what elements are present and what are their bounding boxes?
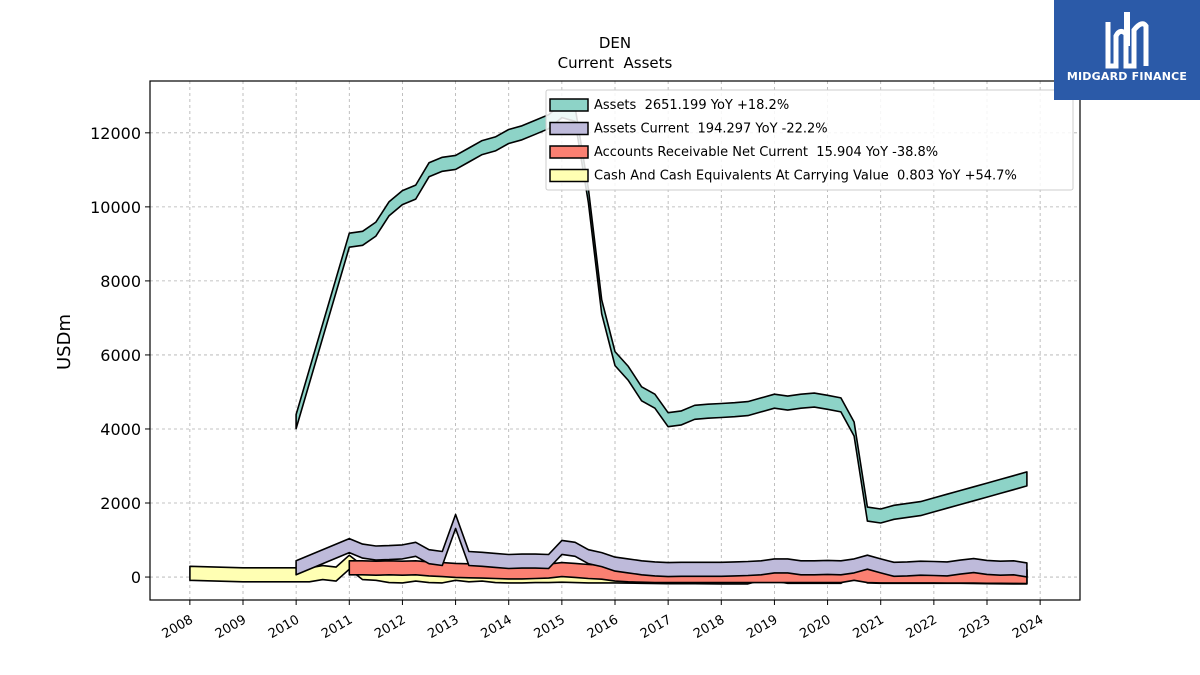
x-tick-label: 2018 — [691, 612, 727, 642]
series-band-assets-current — [295, 513, 1028, 578]
legend-swatch — [549, 121, 589, 136]
y-axis-label: USDm — [54, 314, 75, 370]
x-tick-label: 2019 — [744, 612, 780, 642]
y-tick-label: 4000 — [100, 420, 141, 439]
chart-subtitle: Current Assets — [558, 54, 673, 72]
x-tick-label: 2024 — [1010, 612, 1046, 642]
brand-mark-icon — [1105, 12, 1149, 69]
x-tick-label: 2008 — [160, 612, 196, 642]
brand-logo: MIDGARD FINANCE — [1054, 0, 1200, 100]
x-tick-label: 2014 — [479, 612, 515, 642]
x-tick-label: 2012 — [372, 612, 408, 642]
y-tick-label: 6000 — [100, 346, 141, 365]
x-tick-label: 2011 — [319, 612, 355, 642]
x-tick-label: 2020 — [797, 612, 833, 642]
legend-swatch — [549, 168, 589, 183]
x-tick-label: 2021 — [851, 612, 887, 642]
y-tick-label: 8000 — [100, 272, 141, 291]
x-tick-label: 2015 — [532, 612, 568, 642]
legend-box — [545, 89, 1074, 191]
x-tick-label: 2017 — [638, 612, 674, 642]
x-tick-label: 2016 — [585, 612, 621, 642]
legend-label: Assets Current 194.297 YoY -22.2% — [594, 122, 828, 137]
x-tick-label: 2022 — [904, 612, 940, 642]
y-tick-label: 2000 — [100, 494, 141, 513]
x-tick-label: 2023 — [957, 612, 993, 642]
x-tick-label: 2009 — [213, 612, 249, 642]
y-tick-label: 0 — [131, 568, 141, 587]
chart-title: DEN — [599, 34, 631, 52]
x-tick-label: 2013 — [425, 612, 461, 642]
legend-swatch — [549, 98, 589, 112]
legend: Assets 2651.199 YoY +18.2% Assets Current… — [545, 89, 1074, 191]
x-tick-label: 2010 — [266, 612, 302, 642]
legend-label: Cash And Cash Equivalents At Carrying Va… — [594, 169, 1017, 184]
series-group — [189, 102, 1028, 585]
y-tick-label: 12000 — [90, 124, 141, 143]
legend-label: Assets 2651.199 YoY +18.2% — [594, 98, 789, 113]
legend-label: Accounts Receivable Net Current 15.904 Y… — [594, 145, 938, 160]
brand-name: MIDGARD FINANCE — [1066, 70, 1188, 83]
y-tick-label: 10000 — [90, 198, 141, 217]
legend-swatch — [549, 145, 589, 159]
